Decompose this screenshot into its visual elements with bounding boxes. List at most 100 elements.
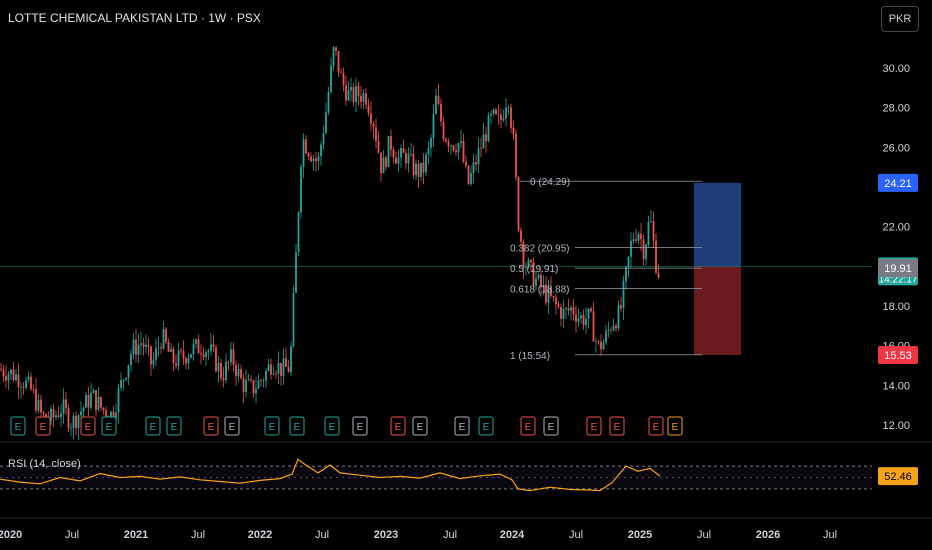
candle-body — [507, 107, 510, 109]
earnings-marker[interactable]: E — [586, 416, 602, 436]
earnings-marker[interactable]: E — [264, 416, 280, 436]
candle-body — [400, 147, 402, 158]
earnings-marker-label: E — [548, 422, 555, 433]
candle-body — [27, 376, 30, 381]
candle-body — [292, 292, 295, 347]
candle-body — [265, 370, 267, 381]
candle-body — [487, 115, 490, 142]
candle-body — [62, 399, 65, 414]
candle-body — [257, 380, 260, 389]
candle-body — [640, 233, 642, 240]
candle-body — [510, 107, 512, 128]
candle-body — [50, 408, 52, 421]
candle-body — [327, 91, 330, 113]
earnings-marker[interactable]: E — [667, 416, 683, 436]
candle-body — [505, 107, 507, 119]
candle-body — [595, 340, 597, 342]
candle-body — [150, 346, 152, 365]
chart-grid — [0, 265, 932, 519]
earnings-marker[interactable]: E — [166, 416, 182, 436]
earnings-marker[interactable]: E — [412, 416, 428, 436]
candle-body — [350, 87, 352, 91]
fib-level-label: 0.618 (18.88) — [510, 285, 570, 296]
price-badge-label: 15.53 — [884, 350, 912, 362]
target-zone[interactable] — [694, 182, 741, 267]
candle-body — [577, 318, 580, 322]
currency-button[interactable]: PKR — [881, 6, 919, 32]
candle-body — [492, 109, 495, 114]
candle-body — [405, 152, 407, 164]
earnings-marker[interactable]: E — [224, 416, 240, 436]
earnings-marker-label: E — [208, 422, 215, 433]
earnings-marker-box — [352, 416, 368, 436]
candle-body — [227, 361, 230, 363]
candle-body — [460, 141, 462, 144]
candle-body — [570, 307, 572, 311]
stop-zone[interactable] — [694, 266, 741, 355]
candle-body — [537, 274, 540, 279]
earnings-marker[interactable]: E — [520, 416, 536, 436]
candle-body — [452, 145, 455, 151]
candle-body — [392, 149, 395, 158]
price-axis: 30.0028.0026.0024.0022.0020.0018.0016.00… — [878, 63, 918, 432]
earnings-marker[interactable]: E — [609, 416, 625, 436]
earnings-marker-label: E — [591, 422, 598, 433]
candle-body — [207, 350, 210, 353]
candle-body — [445, 139, 447, 142]
candle-body — [560, 306, 562, 319]
candle-body — [395, 157, 397, 164]
candle-body — [575, 314, 577, 322]
earnings-marker[interactable]: E — [454, 416, 470, 436]
fibonacci-retracement: 0 (24.29) 0.382 (20.95) 0.5 (19.91) 0.618 (… — [510, 177, 702, 362]
candle-body — [105, 410, 107, 418]
candle-body — [370, 113, 372, 124]
candle-body — [217, 362, 220, 372]
earnings-marker-box — [145, 416, 161, 436]
earnings-marker[interactable]: E — [324, 416, 340, 436]
candle-body — [497, 114, 500, 115]
earnings-marker-label: E — [417, 422, 424, 433]
earnings-marker[interactable]: E — [35, 416, 51, 436]
candle-body — [330, 65, 332, 92]
candle-body — [275, 373, 277, 375]
earnings-marker[interactable]: E — [543, 416, 559, 436]
candle-body — [617, 305, 620, 329]
candle-body — [472, 162, 475, 174]
candle-body — [590, 308, 592, 312]
candle-body — [250, 379, 252, 381]
earnings-marker[interactable]: E — [352, 416, 368, 436]
earnings-marker-label: E — [653, 422, 660, 433]
candle-body — [95, 390, 97, 410]
candle-body — [195, 339, 197, 344]
price-badge-bg — [878, 173, 918, 192]
candle-body — [347, 90, 350, 101]
earnings-marker-box — [324, 416, 340, 436]
earnings-marker[interactable]: E — [203, 416, 219, 436]
candle-body — [290, 346, 292, 373]
candle-body — [225, 361, 227, 381]
earnings-marker[interactable]: E — [289, 416, 305, 436]
rsi-pane: 52.46 — [0, 458, 918, 492]
earnings-marker[interactable]: E — [390, 416, 406, 436]
candle-body — [300, 166, 302, 213]
candle-body — [297, 212, 300, 253]
candle-body — [322, 133, 325, 145]
candle-body — [5, 376, 7, 381]
earnings-marker-box — [412, 416, 428, 436]
candle-body — [495, 109, 497, 115]
earnings-marker[interactable]: E — [145, 416, 161, 436]
earnings-marker[interactable]: E — [101, 416, 117, 436]
earnings-marker[interactable]: E — [478, 416, 494, 436]
earnings-marker-label: E — [269, 422, 276, 433]
candle-body — [642, 239, 645, 260]
candle-body — [367, 104, 370, 114]
earnings-marker[interactable]: E — [80, 416, 96, 436]
earnings-marker-label: E — [171, 422, 178, 433]
candle-body — [515, 133, 517, 178]
earnings-marker[interactable]: E — [10, 416, 26, 436]
candle-body — [332, 47, 335, 66]
candle-body — [527, 260, 530, 267]
earnings-marker[interactable]: E — [648, 416, 664, 436]
